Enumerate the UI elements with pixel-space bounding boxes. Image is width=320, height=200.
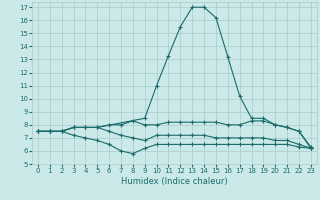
X-axis label: Humidex (Indice chaleur): Humidex (Indice chaleur) <box>121 177 228 186</box>
